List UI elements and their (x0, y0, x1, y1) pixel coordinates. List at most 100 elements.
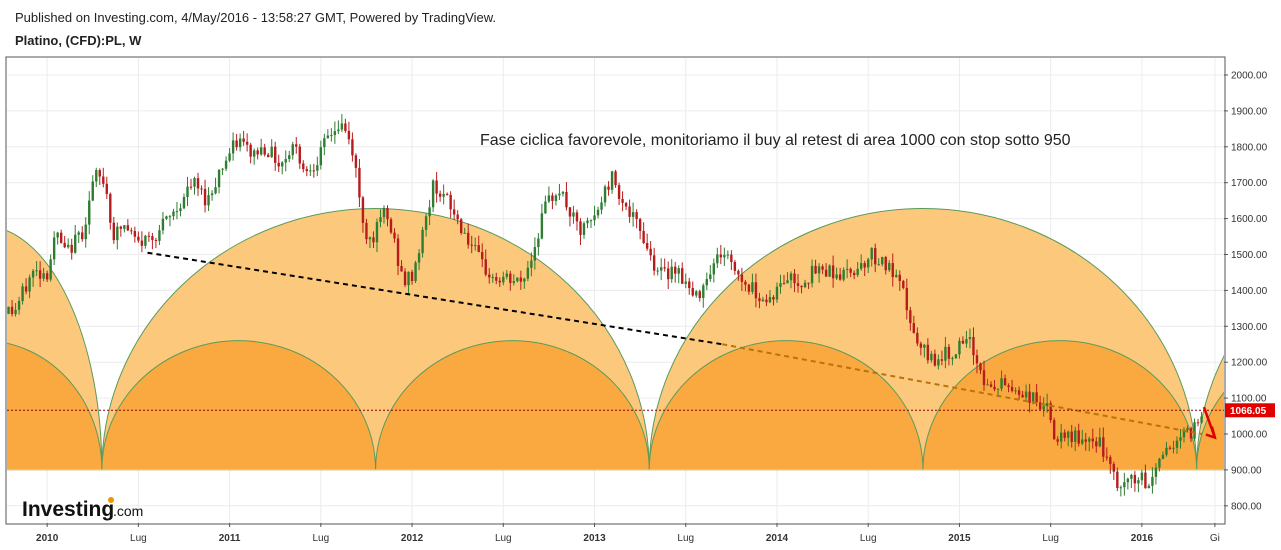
candle-up (1059, 432, 1063, 442)
candle-up (175, 211, 179, 213)
candle-up (554, 195, 558, 201)
x-axis: 2010 Lug 2011 Lug 2012 Lug 2013 Lug 2014 Lug 2015 L… (36, 523, 1220, 544)
candle-down (189, 186, 193, 188)
candle-down (1133, 474, 1137, 484)
candle-down (782, 283, 786, 285)
candle-up (1147, 485, 1151, 489)
candle-down (638, 219, 642, 231)
candle-up (558, 193, 561, 196)
candle-down (488, 274, 491, 278)
candle-down (979, 363, 982, 371)
candle-down (884, 257, 887, 271)
arc-inner (101, 340, 377, 471)
candle-up (610, 171, 614, 190)
candle-down (466, 232, 470, 245)
candle-down (1084, 439, 1087, 442)
candle-up (340, 123, 344, 130)
x-tick-label: 2015 (948, 533, 971, 544)
candle-down (245, 141, 249, 145)
candle-down (754, 282, 758, 299)
x-tick-label: Gi (1210, 533, 1220, 544)
candle-up (1151, 476, 1154, 486)
candle-down (909, 310, 912, 324)
arc-inner (7, 342, 103, 471)
candle-down (747, 284, 751, 292)
candle-up (309, 170, 312, 172)
candle-up (52, 237, 56, 260)
candle-up (1123, 482, 1126, 488)
candle-up (414, 262, 417, 282)
candle-up (526, 267, 530, 279)
candle-up (1193, 422, 1196, 439)
candle-up (859, 263, 863, 269)
x-tick-label: 2012 (401, 533, 424, 544)
candle-up (221, 168, 224, 170)
candle-up (505, 273, 508, 277)
candle-down (372, 237, 375, 243)
candle-down (772, 297, 775, 300)
candle-up (1161, 454, 1165, 459)
candle-up (379, 217, 382, 222)
candle-down (652, 255, 656, 271)
candle-up (21, 286, 24, 301)
candle-down (1116, 471, 1119, 489)
arc-inner (922, 340, 1198, 471)
y-tick-label: 1400.00 (1231, 286, 1268, 297)
forecast-arrowhead (1205, 426, 1217, 440)
candle-up (284, 159, 287, 163)
candle-down (891, 263, 894, 278)
candle-down (614, 171, 617, 186)
candle-down (800, 285, 803, 288)
candle-down (940, 359, 944, 361)
candle-down (645, 243, 649, 249)
candle-down (831, 265, 835, 279)
candle-down (509, 273, 512, 283)
candle-up (463, 232, 466, 234)
candle-down (200, 188, 203, 190)
candle-up (116, 226, 119, 241)
candle-up (596, 209, 600, 216)
candle-up (761, 299, 765, 302)
candle-down (1070, 431, 1073, 443)
candle-down (109, 193, 112, 223)
candle-down (898, 274, 901, 281)
candle-down (667, 268, 670, 280)
candle-up (968, 337, 972, 340)
candle-up (77, 232, 80, 235)
candle-down (196, 178, 200, 189)
candle-down (344, 123, 347, 131)
candle-down (393, 232, 396, 239)
candle-down (793, 273, 796, 284)
candle-down (947, 346, 951, 359)
candle-down (24, 286, 28, 292)
candle-down (126, 225, 130, 231)
candle-up (1175, 440, 1179, 448)
candle-up (1130, 474, 1133, 479)
candle-down (203, 189, 207, 206)
candle-up (677, 268, 680, 274)
candle-up (937, 359, 940, 366)
chart-annotation: Fase ciclica favorevole, monitoriamo il … (480, 132, 1071, 149)
candle-down (551, 195, 554, 201)
price-tag-label: 1066.05 (1230, 406, 1267, 417)
candle-up (751, 282, 754, 292)
candle-down (1189, 428, 1193, 439)
candle-down (459, 219, 463, 233)
y-tick-label: 1800.00 (1231, 142, 1268, 153)
candle-down (1144, 472, 1147, 489)
candle-up (217, 169, 221, 188)
candle-up (193, 178, 196, 187)
y-axis: 800.00 900.00 1000.00 1100.00 1200.00 1300.00… (1224, 71, 1268, 512)
candle-up (803, 282, 807, 288)
candle-up (582, 223, 586, 235)
candle-up (702, 285, 705, 298)
candle-down (691, 288, 694, 296)
candle-down (98, 170, 101, 177)
candle-down (1010, 386, 1014, 391)
candle-up (572, 212, 575, 217)
y-tick-label: 1600.00 (1231, 214, 1268, 225)
candle-up (502, 276, 505, 283)
candle-up (35, 270, 38, 272)
candle-up (14, 309, 17, 315)
